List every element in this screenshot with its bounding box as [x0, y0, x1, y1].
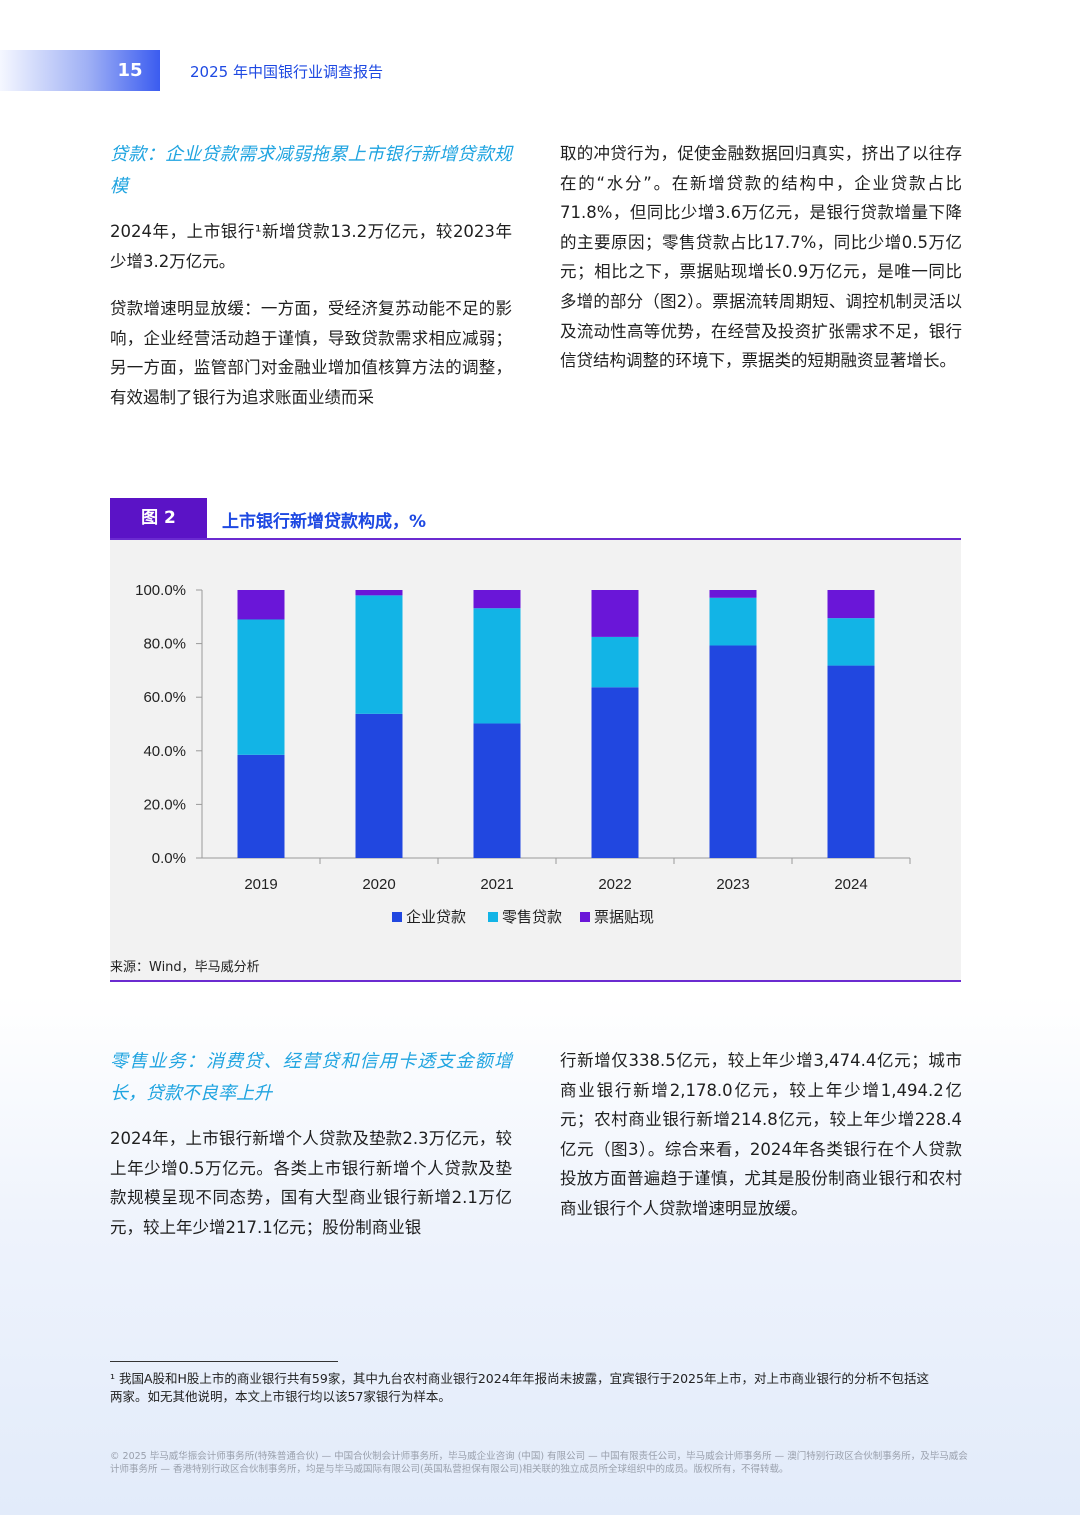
y-tick-label: 60.0%	[143, 689, 186, 706]
section2-paragraph-1: 2024年，上市银行新增个人贷款及垫款2.3万亿元，较上年少增0.5万亿元。各类…	[110, 1129, 512, 1237]
bar-segment	[827, 618, 875, 666]
bar-segment	[237, 754, 285, 858]
bar-segment	[473, 608, 521, 724]
report-title: 2025 年中国银行业调查报告	[190, 63, 383, 81]
legend-swatch	[392, 912, 402, 922]
x-tick-label: 2021	[480, 876, 513, 893]
bar-segment	[473, 723, 521, 858]
section2-paragraph-2: 行新增仅338.5亿元，较上年少增3,474.4亿元；城市商业银行新增2,178…	[560, 1051, 962, 1218]
y-tick-label: 40.0%	[143, 743, 186, 760]
chart-panel: 100.0% 80.0% 60.0% 40.0% 20.0% 0.0% 2019 2020 20…	[110, 540, 961, 980]
section1-paragraph-2: 贷款增速明显放缓：一方面，受经济复苏动能不足的影响，企业经营活动趋于谨慎，导致贷…	[110, 299, 512, 407]
header-band	[0, 50, 160, 91]
x-tick-label: 2023	[716, 876, 749, 893]
footnote: ¹ 我国A股和H股上市的商业银行共有59家，其中九台农村商业银行2024年年报尚…	[110, 1371, 929, 1404]
figure-title: 上市银行新增贷款构成，%	[222, 512, 427, 532]
legend-swatch	[580, 912, 590, 922]
bar-segment	[237, 619, 285, 755]
bar-segment	[591, 636, 639, 688]
bar-segment	[237, 590, 285, 620]
bar-segment	[355, 713, 403, 858]
bar-segment	[355, 590, 403, 596]
legend-label: 企业贷款	[406, 908, 466, 926]
section1-paragraph-3: 取的冲贷行为，促使金融数据回归真实，挤出了以往存在的“水分”。在新增贷款的结构中…	[560, 144, 962, 371]
y-tick-label: 0.0%	[152, 850, 186, 867]
section2-title: 零售业务：消费贷、经营贷和信用卡透支金额增长，贷款不良率上升	[110, 1051, 512, 1104]
section1-right-column: 取的冲贷行为，促使金融数据回归真实，挤出了以往存在的“水分”。在新增贷款的结构中…	[560, 139, 962, 376]
bar-segment	[709, 645, 757, 858]
bar-segment	[591, 590, 639, 637]
chart-source: 来源：Wind，毕马威分析	[110, 960, 260, 975]
x-tick-label: 2019	[244, 876, 277, 893]
bar-segment	[355, 595, 403, 714]
section2-right-column: 行新增仅338.5亿元，较上年少增3,474.4亿元；城市商业银行新增2,178…	[560, 1046, 962, 1224]
bar-segment	[827, 665, 875, 858]
figure-bottom-rule	[110, 980, 961, 982]
section2-left-column: 零售业务：消费贷、经营贷和信用卡透支金额增长，贷款不良率上升 2024年，上市银…	[110, 1046, 512, 1242]
page-number: 15	[117, 60, 143, 81]
copyright-notice: © 2025 毕马威华振会计师事务所(特殊普通合伙) — 中国合伙制会计师事务所…	[110, 1451, 968, 1475]
bar-segment	[591, 687, 639, 858]
x-tick-label: 2024	[834, 876, 867, 893]
legend-swatch	[488, 912, 498, 922]
x-tick-label: 2020	[362, 876, 395, 893]
footnote-rule	[110, 1361, 338, 1362]
bar-segment	[827, 590, 875, 619]
x-tick-label: 2022	[598, 876, 631, 893]
legend-label: 票据贴现	[594, 908, 654, 926]
figure-top-rule	[110, 538, 961, 540]
figure-tag: 图 2	[110, 498, 207, 538]
section1-title: 贷款：企业贷款需求减弱拖累上市银行新增贷款规模	[110, 144, 512, 197]
y-tick-label: 100.0%	[135, 582, 186, 599]
y-tick-label: 80.0%	[143, 636, 186, 653]
bar-segment	[473, 590, 521, 609]
stacked-bar-chart: 100.0% 80.0% 60.0% 40.0% 20.0% 0.0% 2019 2020 20…	[135, 582, 911, 926]
bar-segment	[709, 590, 757, 598]
legend-label: 零售贷款	[502, 908, 562, 926]
y-tick-label: 20.0%	[143, 796, 186, 813]
background-decoration	[0, 995, 1080, 1515]
section1-left-column: 贷款：企业贷款需求减弱拖累上市银行新增贷款规模 2024年，上市银行¹新增贷款1…	[110, 139, 512, 413]
section1-paragraph-1: 2024年，上市银行¹新增贷款13.2万亿元，较2023年少增3.2万亿元。	[110, 222, 512, 271]
bar-segment	[709, 597, 757, 646]
